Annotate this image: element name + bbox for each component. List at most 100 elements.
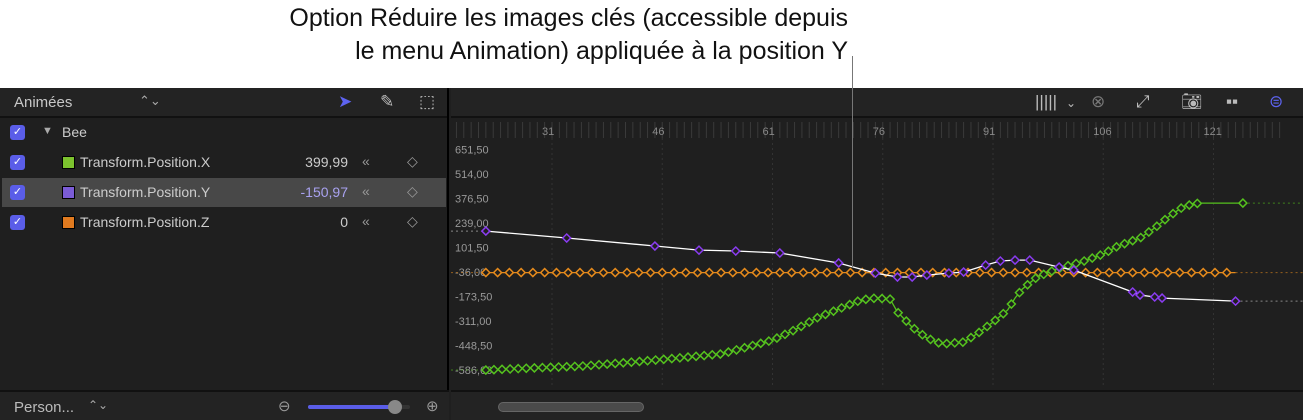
keyframe-position-y[interactable] xyxy=(1149,291,1160,303)
keyframe-position-x[interactable] xyxy=(521,363,532,374)
keyframe-position-z[interactable] xyxy=(1151,267,1162,278)
zoom-fit-icon[interactable]: ⊜ xyxy=(1269,92,1284,111)
keyframe-position-x[interactable] xyxy=(1143,226,1154,238)
checkbox[interactable]: ✓ xyxy=(10,215,25,230)
keyframe-position-x[interactable] xyxy=(690,351,702,362)
filter-popup[interactable]: Animées xyxy=(14,94,73,111)
keyframe-position-x[interactable] xyxy=(779,329,791,340)
keyframe-position-x[interactable] xyxy=(707,349,718,360)
keyframe-position-z[interactable] xyxy=(1104,267,1115,278)
keyframe-position-z[interactable] xyxy=(986,267,997,278)
keyframe-position-z[interactable] xyxy=(751,267,762,278)
keyframe-position-y[interactable] xyxy=(943,268,954,279)
previous-keyframe-icon[interactable]: « xyxy=(362,153,370,169)
keyframe-position-x[interactable] xyxy=(788,325,799,336)
zoom-out-icon[interactable]: ⊖ xyxy=(278,398,291,415)
keyframe-position-z[interactable] xyxy=(480,267,491,278)
keyframe-position-x[interactable] xyxy=(496,364,508,375)
keyframe-position-y[interactable] xyxy=(1068,265,1079,276)
keyframe-position-x[interactable] xyxy=(642,355,653,366)
keyframe-position-x[interactable] xyxy=(480,364,491,376)
keyframe-position-x[interactable] xyxy=(901,315,912,327)
keyframe-position-z[interactable] xyxy=(774,267,785,278)
keyframe-position-z[interactable] xyxy=(763,267,774,278)
keyframe-position-y[interactable] xyxy=(730,245,741,257)
keyframe-position-x[interactable] xyxy=(1176,203,1187,214)
keyframe-position-z[interactable] xyxy=(1009,267,1021,278)
keyframe-position-x[interactable] xyxy=(1151,221,1162,232)
keyframe-position-z[interactable] xyxy=(492,267,503,278)
keyframe-position-z[interactable] xyxy=(1115,267,1126,278)
keyframe-position-z[interactable] xyxy=(1174,267,1185,278)
keyframe-position-x[interactable] xyxy=(674,352,685,363)
keyframe-position-y[interactable] xyxy=(1127,286,1138,298)
keyframe-position-x[interactable] xyxy=(949,337,960,348)
keyframe-position-z[interactable] xyxy=(715,267,727,278)
keyframe-position-x[interactable] xyxy=(585,360,597,371)
curve-fit-icon[interactable]: ⤢ xyxy=(1136,92,1150,111)
keyframe-position-x[interactable] xyxy=(545,362,556,373)
keyframe-position-x[interactable] xyxy=(998,308,1009,319)
keyframe-position-x[interactable] xyxy=(1087,253,1098,264)
keyframe-position-z[interactable] xyxy=(1221,267,1232,278)
keyframe-position-x[interactable] xyxy=(885,294,896,305)
keyframe-position-z[interactable] xyxy=(974,267,985,278)
keyframe-position-x[interactable] xyxy=(634,356,645,367)
keyframe-position-x[interactable] xyxy=(893,307,904,318)
zoom-slider[interactable] xyxy=(308,400,410,414)
keyframe-position-x[interactable] xyxy=(1022,279,1033,290)
keyframe-position-x[interactable] xyxy=(593,359,605,370)
keyframe-position-z[interactable] xyxy=(833,267,844,278)
keyframe-position-x[interactable] xyxy=(1062,260,1074,271)
marquee-add-icon[interactable]: ⬚ xyxy=(419,92,436,111)
keyframe-position-z[interactable] xyxy=(563,267,574,278)
previous-keyframe-icon[interactable]: « xyxy=(362,183,370,199)
keyframe-position-x[interactable] xyxy=(1038,269,1049,280)
add-keyframe-icon[interactable]: ◇ xyxy=(407,153,418,169)
keyframe-position-y[interactable] xyxy=(1156,293,1168,304)
keyframe-position-x[interactable] xyxy=(804,316,815,328)
keyframe-position-z[interactable] xyxy=(621,267,633,278)
keyframe-position-z[interactable] xyxy=(739,267,750,278)
keyframe-position-y[interactable] xyxy=(1134,289,1146,301)
checkbox[interactable]: ✓ xyxy=(10,155,25,170)
keyframe-position-x[interactable] xyxy=(1237,198,1248,209)
keyframe-position-x[interactable] xyxy=(941,338,952,349)
keyframe-position-y[interactable] xyxy=(958,266,969,278)
zoom-slider-knob[interactable] xyxy=(387,400,402,414)
keyframe-position-x[interactable] xyxy=(1192,198,1203,209)
keyframe-position-x[interactable] xyxy=(860,294,871,305)
keyframe-position-x[interactable] xyxy=(488,364,499,375)
keyframe-position-y[interactable] xyxy=(649,240,660,252)
keyframe-position-x[interactable] xyxy=(820,309,831,320)
up-down-chevron-icon[interactable]: ⌃⌄ xyxy=(88,398,109,412)
keyframe-position-x[interactable] xyxy=(739,342,750,353)
keyframe-position-z[interactable] xyxy=(516,267,527,278)
keyframe-position-z[interactable] xyxy=(668,267,680,278)
snapshot-icon[interactable]: 📷︎ xyxy=(1181,92,1203,111)
keyframe-position-x[interactable] xyxy=(1168,208,1179,219)
keyframe-position-x[interactable] xyxy=(1046,266,1057,277)
keyframe-position-x[interactable] xyxy=(755,338,766,349)
chevron-down-icon[interactable]: ⌄ xyxy=(1066,96,1077,110)
keyframe-position-x[interactable] xyxy=(796,321,807,332)
keyframe-position-x[interactable] xyxy=(876,293,888,304)
keyframe-position-x[interactable] xyxy=(990,315,1001,326)
keyframe-position-x[interactable] xyxy=(1111,241,1122,252)
keyframe-position-x[interactable] xyxy=(715,349,726,360)
keyframe-position-z[interactable] xyxy=(998,267,1009,278)
keyframe-position-x[interactable] xyxy=(529,362,540,373)
keyframe-position-x[interactable] xyxy=(925,334,936,345)
split-view-icon[interactable]: ▪▪ xyxy=(1226,92,1239,111)
keyframe-position-z[interactable] xyxy=(1127,267,1138,278)
keyframe-position-x[interactable] xyxy=(505,363,516,375)
keyframe-position-x[interactable] xyxy=(747,340,758,351)
keyframe-position-z[interactable] xyxy=(727,267,738,278)
keyframe-position-y[interactable] xyxy=(480,226,491,237)
add-keyframe-icon[interactable]: ◇ xyxy=(407,213,418,229)
keyframe-position-y[interactable] xyxy=(870,268,881,279)
keyframe-position-z[interactable] xyxy=(786,267,797,278)
keyframe-position-y[interactable] xyxy=(561,232,572,244)
keyframe-position-y[interactable] xyxy=(1230,296,1241,307)
keyframe-position-x[interactable] xyxy=(982,321,993,332)
